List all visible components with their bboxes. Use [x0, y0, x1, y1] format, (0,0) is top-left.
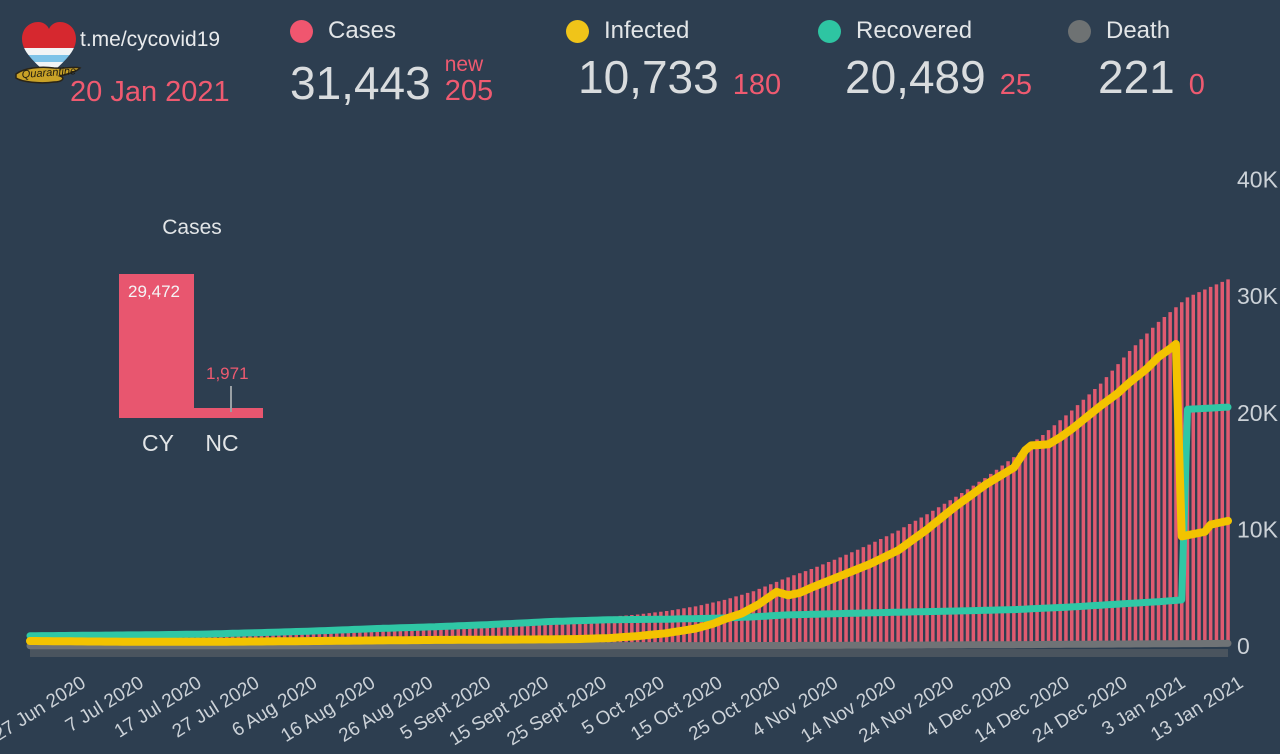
- stat-new-value: 0: [1188, 69, 1205, 101]
- report-date: 20 Jan 2021: [70, 76, 230, 108]
- y-axis-tick-label: 10K: [1237, 516, 1279, 542]
- nc-value-leader-line: [230, 386, 232, 412]
- nc-bar-value: 1,971: [206, 364, 249, 383]
- recovered-line-series: [26, 403, 1232, 640]
- infected-legend-dot-icon: [566, 19, 589, 43]
- stat-label: Cases: [328, 17, 397, 44]
- stat-new-value: 205: [444, 75, 494, 107]
- infected-line-series: [26, 340, 1232, 646]
- death-line-series: [26, 639, 1232, 650]
- logo-caption: Quarantine: [21, 65, 76, 81]
- recovered-legend-dot-icon: [818, 19, 841, 43]
- stat-label: Death: [1106, 17, 1171, 44]
- stat-recovered: Recovered 20,489 25: [818, 16, 1032, 100]
- nc-category-label: NC: [205, 430, 239, 456]
- stat-value: 221: [1098, 51, 1175, 103]
- stat-label: Recovered: [856, 17, 973, 44]
- cy-bar: 29,472: [119, 274, 194, 418]
- stat-death: Death 221 0: [1068, 16, 1205, 100]
- stat-label: Infected: [604, 17, 690, 44]
- cases-legend-dot-icon: [290, 19, 313, 43]
- y-axis-tick-label: 0: [1237, 633, 1250, 659]
- stat-value: 10,733: [578, 51, 719, 103]
- stat-new-value: 180: [732, 69, 782, 101]
- new-label: new: [444, 53, 484, 76]
- inset-cases-bar-chart: Cases 29,472 1,971 CY NC: [100, 210, 300, 466]
- y-axis-tick-label: 40K: [1237, 167, 1279, 193]
- quarantine-heart-logo: Quarantine: [15, 22, 82, 84]
- cy-bar-value: 29,472: [128, 282, 180, 301]
- stat-cases: Cases 31,443 new 205: [290, 16, 493, 106]
- nc-bar: [194, 408, 263, 418]
- stat-infected: Infected 10,733 180: [566, 16, 781, 100]
- stat-value: 31,443: [290, 57, 431, 109]
- y-axis-tick-label: 20K: [1237, 400, 1279, 426]
- cyprus-map-icon: [15, 66, 82, 84]
- cy-category-label: CY: [142, 430, 174, 456]
- stat-value: 20,489: [845, 51, 986, 103]
- channel-link: t.me/cycovid19: [80, 28, 221, 51]
- death-legend-dot-icon: [1068, 19, 1091, 43]
- stat-new-value: 25: [999, 69, 1032, 101]
- baseline-strip: [30, 649, 1228, 657]
- y-axis-tick-label: 30K: [1237, 283, 1279, 309]
- inset-chart-title: Cases: [162, 216, 222, 239]
